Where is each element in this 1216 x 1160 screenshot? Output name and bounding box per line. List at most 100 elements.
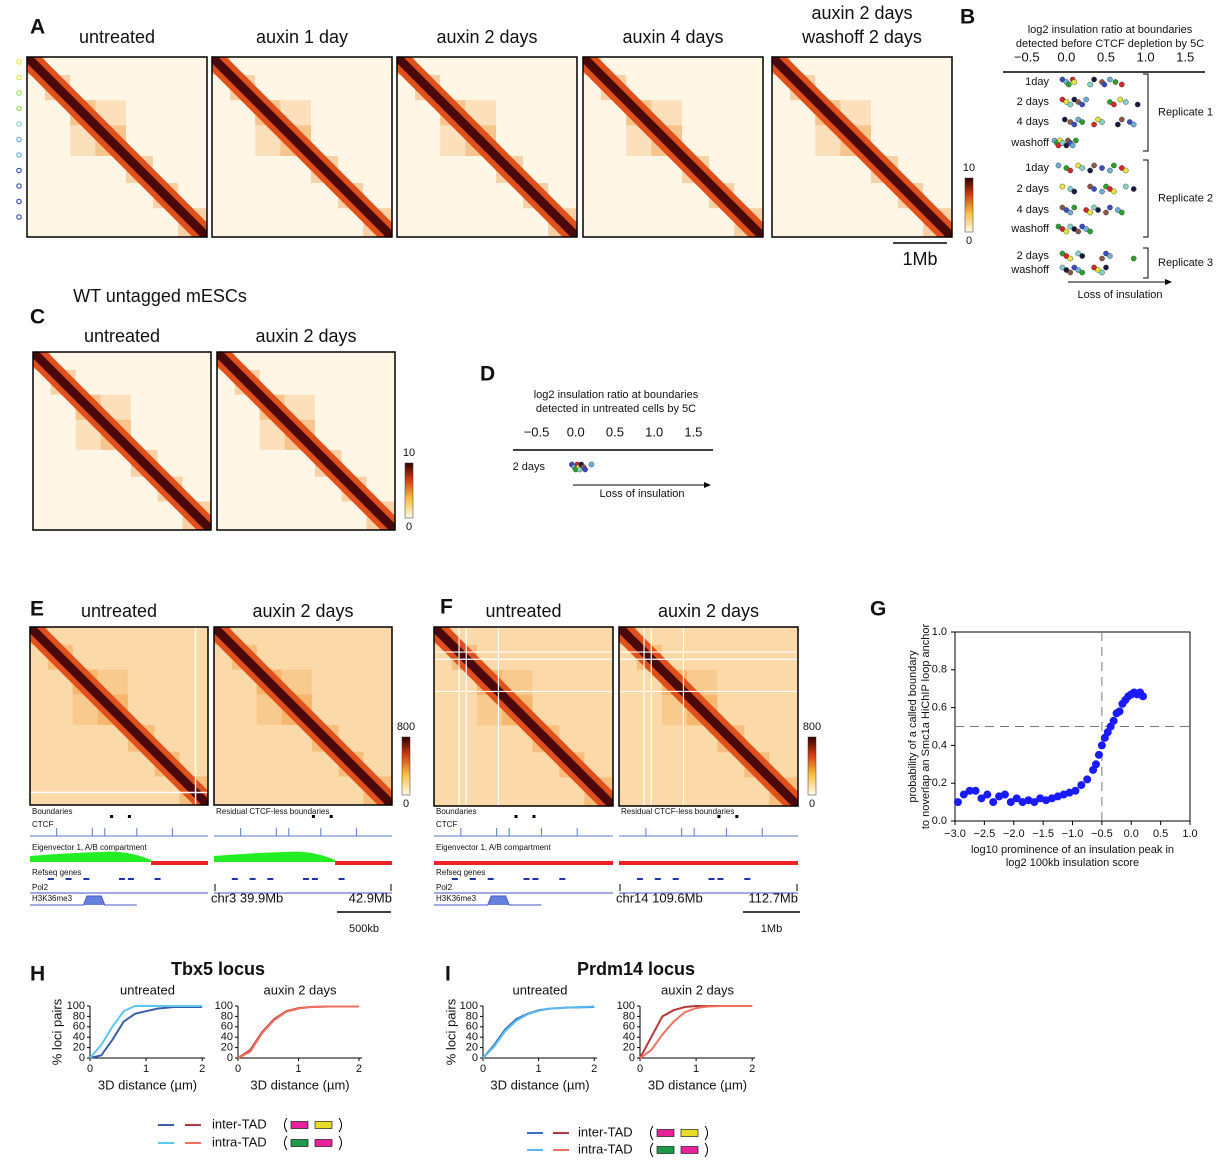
colorbar-tick-label: 0 <box>406 521 412 533</box>
x-axis-label: 3D distance (µm) <box>648 1077 747 1092</box>
coord-end: 42.9Mb <box>349 890 392 905</box>
boundary <box>532 815 536 818</box>
y-tick-label: 60 <box>466 1021 478 1033</box>
y-tick-label: 60 <box>623 1021 635 1033</box>
tracks <box>214 815 392 894</box>
point <box>1059 183 1066 190</box>
paren <box>338 1135 342 1151</box>
curve <box>89 1006 203 1059</box>
point <box>1067 101 1074 108</box>
tracks: Boundaries CTCF Eigenvector 1, A/B compart… <box>434 807 613 906</box>
heatmap-title: auxin 2 days <box>811 3 912 23</box>
gene <box>127 878 134 880</box>
gene <box>672 878 679 880</box>
arrow-head <box>704 482 711 488</box>
row-label: 2 days <box>1017 250 1050 262</box>
point <box>971 786 980 795</box>
boundary-dot <box>16 105 22 112</box>
point <box>1092 760 1100 769</box>
point <box>1083 207 1089 213</box>
point <box>1030 798 1039 807</box>
x-tick-label: 0 <box>235 1063 241 1075</box>
point <box>1069 142 1076 149</box>
row-label: 1day <box>1025 162 1049 174</box>
point <box>1117 96 1124 103</box>
gene <box>83 878 90 880</box>
diagonal <box>212 57 392 237</box>
group-label: Replicate 1 <box>1158 106 1213 118</box>
boundary-dot <box>16 74 22 81</box>
point <box>1067 223 1074 230</box>
boundary <box>127 815 131 818</box>
eigen-b <box>434 861 613 865</box>
h3k36-track <box>434 895 542 906</box>
colorbar <box>964 177 974 233</box>
boundary-dot <box>16 59 22 65</box>
x-tick-label: −0.5 <box>1091 828 1113 840</box>
point <box>1006 798 1015 807</box>
track-label: H3K36me3 <box>436 894 477 903</box>
row-label: washoff <box>1010 137 1050 149</box>
point <box>1075 99 1082 105</box>
point <box>1055 162 1062 169</box>
legend-label: intra-TAD <box>578 1141 633 1156</box>
legend-label: inter-TAD <box>212 1116 267 1131</box>
colorbar-tick-label: 10 <box>963 162 975 174</box>
boundary-dot <box>16 167 22 174</box>
point <box>1107 186 1113 192</box>
track-label: Refseq genes <box>436 868 485 877</box>
point <box>1079 223 1086 230</box>
y-tick-label: 0.2 <box>932 777 947 789</box>
row-label: 4 days <box>1017 204 1050 216</box>
heatmap-frame <box>396 56 578 238</box>
track-label: Eigenvector 1, A/B compartment <box>436 843 552 852</box>
heatmap <box>396 56 578 238</box>
point <box>1130 186 1137 192</box>
heatmap <box>26 56 208 238</box>
point <box>1119 165 1125 171</box>
curve <box>482 1006 595 1059</box>
point <box>1103 250 1109 257</box>
heatmap-frame <box>771 56 953 238</box>
coord-end: 112.7Mb <box>748 890 798 905</box>
x-tick-label: 0.0 <box>1124 828 1139 840</box>
point <box>1073 137 1079 144</box>
x-tick-label: 1 <box>295 1063 301 1075</box>
x-tick-label: 1.0 <box>645 424 663 439</box>
gene <box>708 878 715 880</box>
track-label: Pol2 <box>32 883 49 892</box>
boundary-dot <box>16 136 22 143</box>
legend-swatch <box>680 1146 699 1154</box>
point <box>1111 162 1117 169</box>
point <box>1059 226 1066 232</box>
paren <box>338 1117 342 1133</box>
arrow-label: Loss of insulation <box>600 488 685 500</box>
track-label: H3K36me3 <box>32 894 73 903</box>
legend-swatch <box>680 1129 699 1137</box>
y-tick-label: 0 <box>629 1052 635 1064</box>
y-tick-label: 60 <box>73 1021 85 1033</box>
panel-label: C <box>30 306 45 329</box>
legend-label: intra-TAD <box>212 1134 267 1149</box>
strip-title: detected before CTCF depletion by 5C <box>1016 38 1204 50</box>
x-tick-label: 0.0 <box>567 424 585 439</box>
gene <box>744 878 751 880</box>
point <box>1059 250 1066 257</box>
x-tick-label: 1.0 <box>1182 828 1197 840</box>
group-label: Replicate 2 <box>1158 192 1213 204</box>
y-tick-label: 0 <box>79 1052 85 1064</box>
point <box>1065 81 1072 88</box>
point <box>1115 121 1121 128</box>
boundary-dot <box>16 152 22 158</box>
paren <box>650 1125 654 1141</box>
gene <box>154 878 161 880</box>
x-tick-label: 1.5 <box>684 424 702 439</box>
legend-swatch <box>290 1139 309 1147</box>
paren <box>704 1142 708 1158</box>
point <box>983 790 992 799</box>
panel-label: D <box>480 363 495 386</box>
y-tick-label: 0 <box>472 1052 478 1064</box>
point <box>1103 183 1109 190</box>
bracket <box>1143 159 1149 238</box>
y-tick-label: 80 <box>466 1010 478 1022</box>
